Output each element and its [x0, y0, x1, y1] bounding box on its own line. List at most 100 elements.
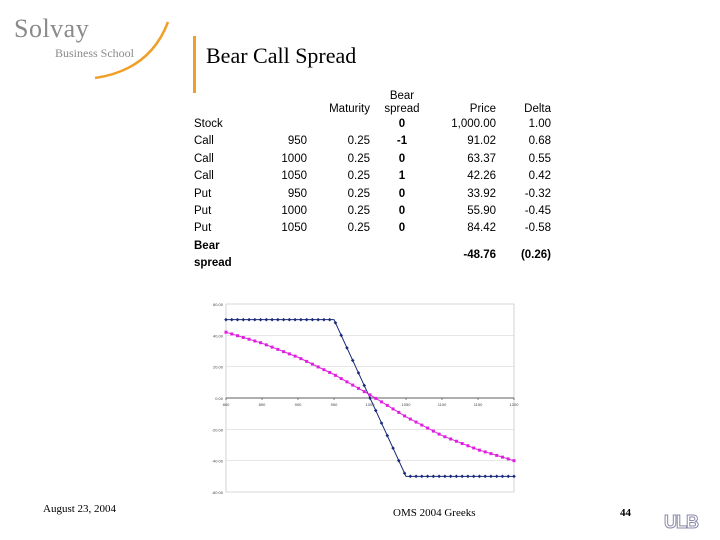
series-point-1	[420, 423, 424, 427]
series-point-0	[471, 474, 476, 479]
page-number: 44	[620, 507, 631, 519]
header-cell	[258, 90, 311, 116]
series-point-1	[506, 457, 510, 461]
slide-title: Bear Call Spread	[206, 43, 357, 68]
series-point-1	[466, 444, 470, 448]
total-cell	[311, 238, 374, 273]
y-tick-label: -20.00	[212, 427, 224, 432]
series-point-0	[281, 317, 286, 322]
logo-subtitle: Business School	[55, 46, 135, 60]
series-point-0	[483, 474, 487, 479]
series-point-1	[351, 383, 355, 387]
x-tick-label: 850	[259, 402, 266, 407]
series-point-0	[506, 474, 511, 479]
table-cell: Put	[194, 187, 212, 200]
table-cell: 1	[398, 170, 406, 183]
series-point-1	[495, 453, 499, 457]
series-point-1	[512, 459, 516, 463]
series-point-1	[230, 332, 234, 336]
table-cell: -0.32	[524, 187, 551, 200]
series-point-1	[316, 365, 320, 369]
series-point-0	[373, 408, 378, 413]
series-point-1	[247, 337, 251, 341]
series-point-1	[259, 341, 263, 345]
series-point-1	[403, 414, 407, 418]
series-point-0	[224, 317, 228, 322]
table-cell: 0	[398, 152, 406, 165]
series-point-1	[449, 437, 453, 441]
series-point-1	[305, 359, 309, 363]
series-point-0	[437, 474, 441, 479]
series-point-1	[443, 435, 447, 439]
table-cell: Call	[194, 152, 214, 165]
table-cell	[258, 116, 311, 133]
series-point-1	[472, 446, 476, 450]
series-point-0	[368, 396, 372, 400]
series-point-0	[247, 317, 251, 322]
series-point-1	[293, 354, 297, 358]
series-point-0	[350, 358, 355, 363]
series-point-1	[380, 400, 384, 404]
table-row: Put 1050 0.25 0 84.42 -0.58	[190, 220, 555, 237]
series-point-0	[425, 474, 430, 479]
x-tick-label: 1150	[474, 402, 483, 407]
table-cell: 950	[287, 187, 307, 200]
y-tick-label: 0.00	[215, 396, 224, 401]
table-row: Put 950 0.25 0 33.92 -0.32	[190, 186, 555, 203]
series-point-0	[299, 317, 303, 322]
series-point-1	[408, 417, 412, 421]
table-cell	[311, 116, 374, 133]
series-point-1	[391, 407, 395, 411]
x-tick-label: 800	[223, 402, 230, 407]
table-row: Put 1000 0.25 0 55.90 -0.45	[190, 203, 555, 220]
table-cell: 0	[398, 118, 406, 130]
series-point-0	[339, 333, 343, 338]
series-point-1	[224, 330, 228, 334]
series-point-0	[316, 317, 320, 322]
table-cell: 0	[398, 222, 406, 235]
series-point-0	[414, 474, 418, 479]
table-cell: 0.25	[347, 170, 370, 183]
series-point-1	[236, 334, 240, 338]
series-point-0	[362, 383, 367, 388]
series-point-0	[310, 317, 315, 322]
x-tick-label: 900	[295, 402, 302, 407]
table-row: Call 1000 0.25 0 63.37 0.55	[190, 151, 555, 168]
series-point-1	[477, 448, 481, 452]
series-point-1	[264, 343, 268, 347]
total-cell: Bear spread	[194, 239, 232, 270]
series-point-1	[431, 429, 435, 433]
table-cell: -0.45	[524, 205, 551, 218]
series-point-1	[500, 455, 504, 459]
table-row: Call 950 0.25 -1 91.02 0.68	[190, 133, 555, 150]
title-accent-bar	[193, 36, 196, 93]
ulb-logo: ULB	[664, 512, 700, 533]
table-cell: 1050	[281, 170, 307, 183]
greeks-table: Maturity Bear spread Price Delta Stock 0 1…	[190, 90, 555, 273]
series-point-0	[241, 317, 246, 322]
series-point-0	[408, 474, 413, 479]
series-point-0	[345, 346, 349, 350]
series-point-0	[270, 317, 274, 322]
total-cell	[374, 238, 430, 273]
series-point-0	[287, 317, 292, 322]
x-tick-label: 1050	[402, 402, 412, 407]
table-cell: Stock	[194, 118, 223, 130]
series-point-0	[448, 474, 453, 479]
table-cell: Call	[194, 170, 214, 183]
payoff-chart: 60.00 40.00 20.00 0.00 -20.00 -40.00 -60.00 800…	[212, 302, 520, 495]
footer-date: August 23, 2004	[43, 503, 117, 515]
header-price: Price	[469, 103, 496, 115]
series-point-0	[460, 474, 464, 479]
table-cell: Put	[194, 222, 212, 235]
table-row: Call 1050 0.25 1 42.26 0.42	[190, 168, 555, 185]
series-point-1	[368, 393, 372, 397]
series-point-1	[339, 377, 343, 381]
table-cell: 63.37	[467, 152, 496, 165]
table-cell: 0	[398, 187, 406, 200]
header-bear-spread: Bear spread	[374, 90, 430, 116]
series-point-0	[235, 317, 240, 322]
table-cell: 0.25	[347, 152, 370, 165]
series-point-1	[299, 357, 303, 361]
series-point-0	[333, 321, 338, 325]
